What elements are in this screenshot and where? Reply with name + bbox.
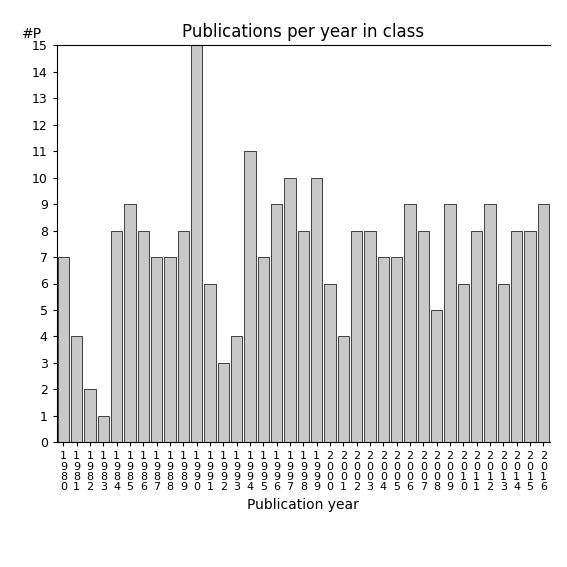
- Bar: [151, 257, 162, 442]
- Bar: [418, 231, 429, 442]
- Bar: [218, 363, 229, 442]
- Bar: [271, 204, 282, 442]
- Bar: [164, 257, 176, 442]
- Bar: [378, 257, 389, 442]
- Bar: [404, 204, 416, 442]
- Bar: [204, 284, 215, 442]
- Bar: [471, 231, 483, 442]
- Bar: [524, 231, 536, 442]
- Bar: [111, 231, 122, 442]
- Bar: [351, 231, 362, 442]
- Title: Publications per year in class: Publications per year in class: [182, 23, 425, 41]
- Bar: [191, 45, 202, 442]
- Bar: [458, 284, 469, 442]
- Bar: [244, 151, 256, 442]
- Bar: [338, 336, 349, 442]
- Text: #P: #P: [22, 27, 43, 41]
- Bar: [284, 177, 295, 442]
- Bar: [538, 204, 549, 442]
- X-axis label: Publication year: Publication year: [247, 498, 359, 512]
- Bar: [511, 231, 522, 442]
- Bar: [138, 231, 149, 442]
- Bar: [177, 231, 189, 442]
- Bar: [257, 257, 269, 442]
- Bar: [365, 231, 376, 442]
- Bar: [124, 204, 136, 442]
- Bar: [391, 257, 403, 442]
- Bar: [431, 310, 442, 442]
- Bar: [71, 336, 82, 442]
- Bar: [298, 231, 309, 442]
- Bar: [98, 416, 109, 442]
- Bar: [311, 177, 323, 442]
- Bar: [324, 284, 336, 442]
- Bar: [484, 204, 496, 442]
- Bar: [445, 204, 456, 442]
- Bar: [84, 390, 96, 442]
- Bar: [498, 284, 509, 442]
- Bar: [231, 336, 242, 442]
- Bar: [58, 257, 69, 442]
